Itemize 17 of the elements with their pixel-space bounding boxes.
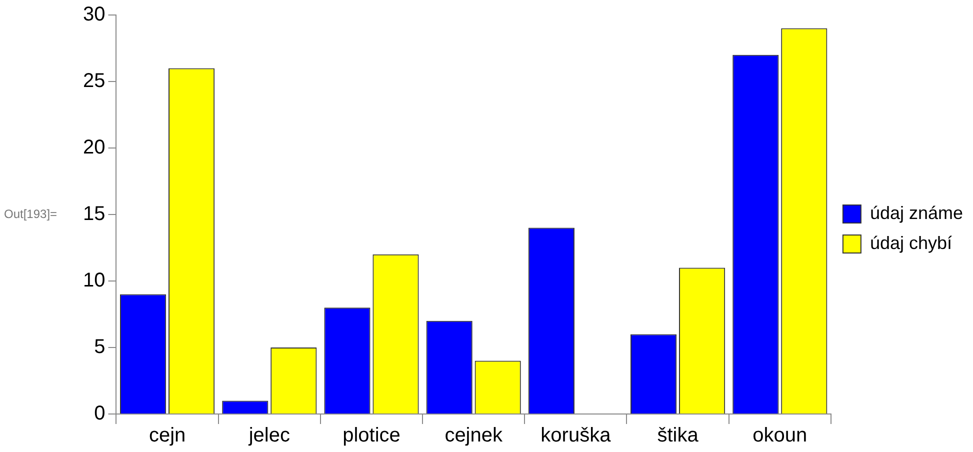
legend-label: údaj známe [870, 202, 964, 223]
legend-label: údaj chybí [870, 232, 952, 253]
y-tick-label: 0 [94, 402, 106, 425]
y-tick-label: 25 [82, 70, 106, 92]
x-tick-label: štika [657, 424, 700, 447]
x-tick-label: koruška [540, 424, 612, 447]
y-tick-label: 20 [82, 136, 106, 159]
text: Out[193]= [4, 207, 58, 221]
x-tick-label: okoun [752, 424, 808, 447]
y-tick-label: 15 [82, 203, 106, 226]
y-tick-label: 5 [94, 336, 106, 358]
x-tick-label: cejnek [444, 424, 504, 447]
y-tick-label: 10 [82, 270, 106, 292]
x-tick-label: plotice [342, 424, 400, 447]
x-tick-label: jelec [248, 424, 290, 447]
x-tick-label: cejn [148, 424, 186, 447]
y-tick-label: 30 [82, 4, 106, 26]
